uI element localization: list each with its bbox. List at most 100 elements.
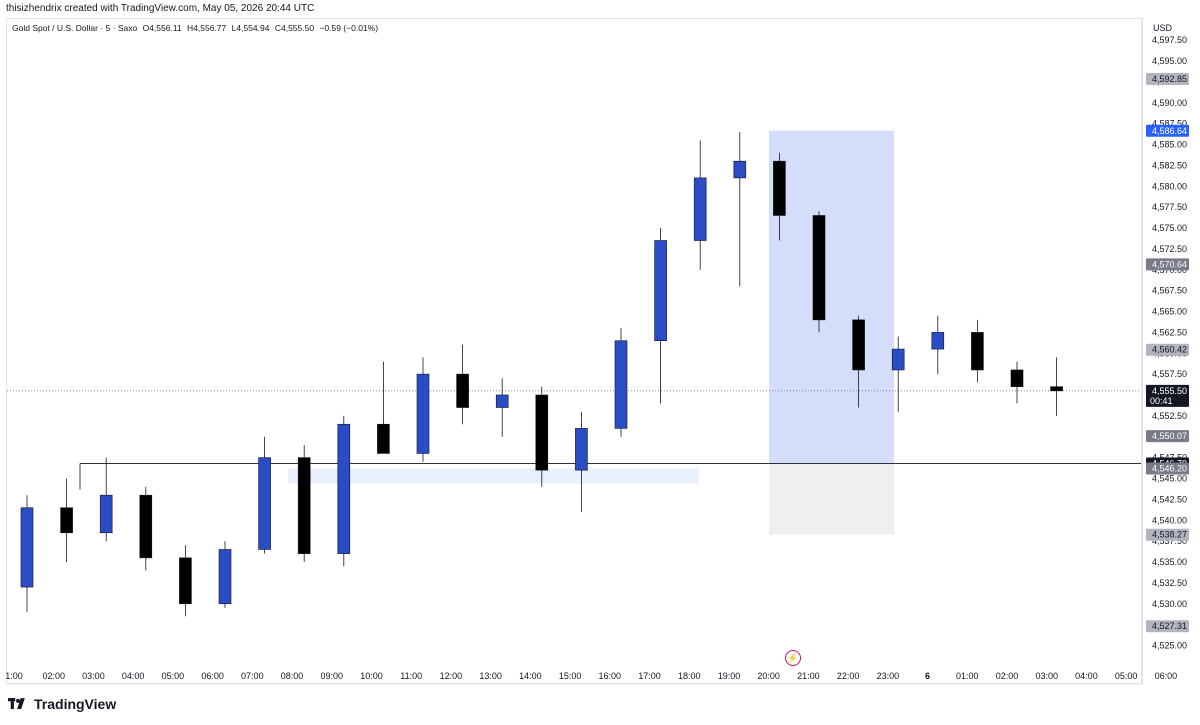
ohlc-high: H4,556.77	[187, 23, 227, 33]
price-axis-tick: 4,540.00	[1152, 515, 1187, 525]
time-axis-tick: 03:00	[82, 671, 105, 681]
price-marker[interactable]	[1146, 258, 1189, 271]
candle[interactable]	[456, 373, 469, 408]
position-target-zone[interactable]	[769, 130, 894, 464]
time-axis-tick: 06:00	[201, 671, 224, 681]
time-axis-tick: 05:00	[162, 671, 185, 681]
price-axis-tick: 4,542.50	[1152, 494, 1187, 504]
candle[interactable]	[139, 494, 153, 559]
candle[interactable]	[535, 394, 549, 471]
price-axis-tick: 4,567.50	[1152, 286, 1187, 296]
candle[interactable]	[179, 557, 192, 605]
candle[interactable]	[971, 332, 984, 371]
price-axis-tick: 4,535.00	[1152, 557, 1187, 567]
price-axis-tick: 4,557.50	[1152, 369, 1187, 379]
time-axis-tick: 22:00	[837, 671, 860, 681]
candle[interactable]	[1010, 369, 1024, 387]
candle[interactable]	[931, 332, 945, 350]
time-axis-tick: 23:00	[877, 671, 900, 681]
ohlc-low: L4,554.94	[231, 23, 270, 33]
time-axis-tick: 13:00	[479, 671, 502, 681]
price-marker-label: 4,570.64	[1152, 259, 1187, 269]
candle[interactable]	[218, 549, 232, 605]
last-price-marker[interactable]	[1146, 384, 1189, 407]
price-axis-tick: 4,562.50	[1152, 327, 1187, 337]
time-axis-tick: 09:00	[320, 671, 343, 681]
price-axis-tick: 4,572.50	[1152, 244, 1187, 254]
bar-countdown: 00:41	[1150, 396, 1173, 406]
candle[interactable]	[99, 494, 113, 534]
candle[interactable]	[495, 394, 509, 408]
time-axis-tick: 06:00	[1155, 671, 1178, 681]
candle[interactable]	[258, 457, 271, 550]
last-price-label: 4,555.50	[1152, 386, 1187, 396]
price-marker[interactable]	[1146, 462, 1189, 475]
time-axis-tick: 10:00	[360, 671, 383, 681]
price-axis-tick: 4,590.00	[1152, 98, 1187, 108]
price-marker-label: 4,586.64	[1152, 126, 1187, 136]
candle[interactable]	[733, 160, 747, 179]
price-axis-tick: 4,565.00	[1152, 307, 1187, 317]
highlight-zone[interactable]	[288, 468, 699, 484]
candle[interactable]	[773, 160, 786, 216]
price-marker[interactable]	[1146, 528, 1189, 541]
price-axis-tick: 4,577.50	[1152, 202, 1187, 212]
price-marker[interactable]	[1146, 430, 1189, 443]
price-marker[interactable]	[1146, 620, 1189, 633]
candle[interactable]	[614, 340, 628, 429]
candle[interactable]	[654, 240, 667, 342]
tradingview-logo-icon	[8, 698, 25, 709]
symbol-legend[interactable]: Gold Spot / U.S. Dollar · 5 · Saxo O4,55…	[12, 23, 381, 33]
price-axis-tick: 4,585.00	[1152, 140, 1187, 150]
price-axis-tick: 4,587.50	[1152, 119, 1187, 129]
price-marker-label: 4,550.07	[1152, 431, 1187, 441]
time-axis-tick: 02:00	[42, 671, 65, 681]
time-axis-tick: 21:00	[797, 671, 820, 681]
price-marker-label: 4,538.27	[1152, 530, 1187, 540]
price-marker-label: 4,592.85	[1152, 74, 1187, 84]
time-axis-tick: 04:00	[1075, 671, 1098, 681]
time-axis-tick: 12:00	[440, 671, 463, 681]
price-axis-tick: 4,595.00	[1152, 56, 1187, 66]
time-axis-tick: 14:00	[519, 671, 542, 681]
ohlc-open: O4,556.11	[142, 23, 182, 33]
time-axis-tick: 6	[925, 671, 930, 681]
price-axis-tick: 4,575.00	[1152, 223, 1187, 233]
time-axis-tick: 08:00	[281, 671, 304, 681]
brand-name: TradingView	[34, 696, 117, 712]
candle[interactable]	[1050, 386, 1063, 392]
candle[interactable]	[337, 423, 351, 554]
time-axis-tick: 20:00	[757, 671, 780, 681]
candle[interactable]	[297, 457, 311, 554]
candle[interactable]	[416, 373, 430, 454]
price-axis-border	[1142, 18, 1143, 684]
candle[interactable]	[20, 507, 34, 588]
time-axis-tick: 03:00	[1035, 671, 1058, 681]
flash-icon[interactable]: ⚡	[785, 650, 801, 666]
candle[interactable]	[60, 507, 73, 534]
candle[interactable]	[377, 423, 390, 454]
price-axis-tick: 4,545.00	[1152, 474, 1187, 484]
currency-label[interactable]: USD	[1153, 23, 1173, 33]
price-axis-tick: 4,525.00	[1152, 641, 1187, 651]
candle[interactable]	[812, 215, 826, 321]
candle[interactable]	[891, 348, 905, 371]
price-marker[interactable]	[1146, 124, 1189, 137]
time-axis-tick: 16:00	[599, 671, 622, 681]
price-axis-tick: 4,582.50	[1152, 160, 1187, 170]
candle[interactable]	[575, 428, 588, 471]
price-axis-tick: 4,597.50	[1152, 35, 1187, 45]
tradingview-logo: TradingView	[8, 696, 116, 712]
time-axis-tick: 18:00	[678, 671, 701, 681]
time-axis-tick: 11:00	[400, 671, 422, 681]
price-marker[interactable]	[1146, 343, 1189, 356]
price-change: −0.59 (−0.01%)	[319, 23, 379, 33]
price-marker-label: 4,546.20	[1152, 463, 1187, 473]
candle[interactable]	[852, 319, 865, 371]
time-axis-tick: 04:00	[122, 671, 145, 681]
price-marker[interactable]	[1146, 72, 1189, 85]
candle[interactable]	[693, 177, 707, 241]
position-stop-zone[interactable]	[769, 463, 894, 535]
symbol-name: Gold Spot / U.S. Dollar · 5 · Saxo	[12, 23, 138, 33]
